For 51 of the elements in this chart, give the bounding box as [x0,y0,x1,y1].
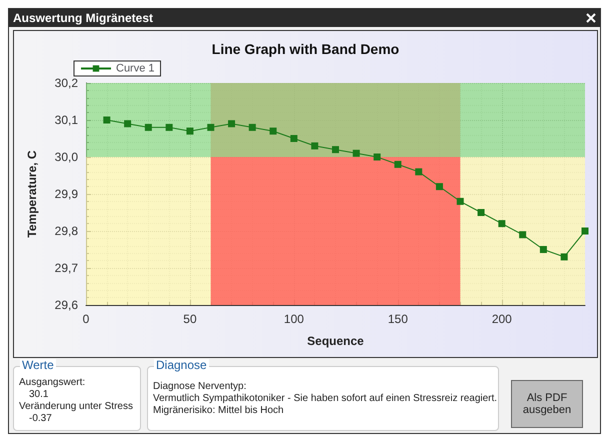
y-tick-label: 29,7 [54,261,78,275]
y-tick-label: 29,6 [54,298,78,312]
x-tick-label: 200 [492,312,512,326]
x-tick-label: 150 [388,312,408,326]
point [228,120,236,128]
point [540,246,547,253]
text: Diagnose Nerventyp: [153,381,248,393]
text: Als PDF ausgeben [511,380,583,428]
text: 30.1 [28,389,50,401]
legend-label: Curve 1 [116,62,155,74]
x-tick-label: 50 [183,312,197,326]
point [270,128,277,135]
text: Werte [20,358,56,372]
text: Auswertung Migränetest [13,10,154,27]
point [394,160,402,168]
point [124,120,132,128]
point [248,124,256,131]
point [374,154,381,160]
point [456,198,464,205]
text: Migränerisiko: Mittel bis Hoch [153,405,285,417]
point [582,228,588,234]
text: Vermutlich Sympathikotoniker - Sie haben sofort auf einen Stressreiz reagiert. [153,393,498,405]
point [498,220,506,228]
point [415,168,422,176]
y-axis-title: Temperature, C [25,150,39,238]
point [478,209,485,216]
point [207,124,214,131]
text: -0.37 [28,413,53,425]
point [436,183,443,190]
y-tick-label: 29,8 [54,224,78,238]
point [186,128,194,135]
point [560,253,568,260]
point [352,150,360,157]
point [103,116,110,124]
point [144,124,152,131]
text: Diagnose [154,358,209,372]
point [290,135,298,142]
point [332,146,339,154]
y-tick-label: 30,1 [54,113,78,127]
chart-title: Line Graph with Band Demo [212,41,400,57]
y-tick-label: 30,2 [54,76,78,90]
point [311,142,318,150]
point [166,124,173,131]
point [519,231,526,238]
x-tick-label: 100 [284,312,304,326]
text: Ausgangswert: [19,377,86,389]
y-tick-label: 30,0 [54,150,78,164]
text: Veränderung unter Stress [19,401,134,413]
x-tick-label: 0 [82,312,90,326]
y-tick-label: 29,9 [54,187,78,201]
x-axis-title: Sequence [307,334,364,348]
